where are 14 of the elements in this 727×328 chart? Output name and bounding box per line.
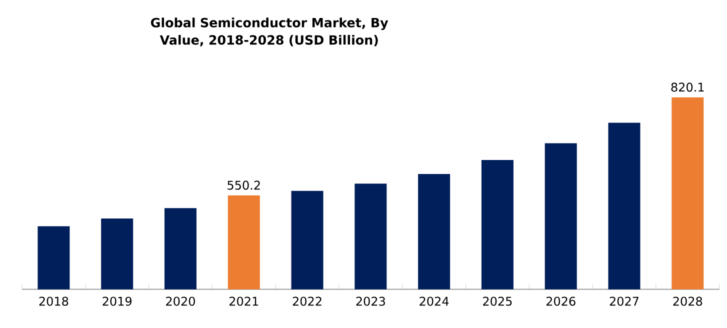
x-tick-label: 2021: [229, 296, 258, 306]
data-label: 550.2: [228, 180, 260, 190]
x-tick-label: 2024: [420, 296, 449, 306]
data-label: 820.1: [671, 82, 704, 92]
x-tick-label: 2025: [483, 296, 512, 306]
chart-title: Global Semiconductor Market, By Value, 2018-2028 (USD Billion): [150, 18, 388, 46]
x-tick-label: 2023: [356, 296, 385, 306]
x-tick-label: 2028: [673, 296, 702, 306]
x-tick-label: 2019: [102, 296, 132, 306]
x-tick-label: 2027: [610, 296, 638, 306]
x-tick-label: 2022: [292, 296, 322, 306]
x-tick-label: 2018: [39, 296, 68, 306]
x-tick-label: 2026: [546, 296, 576, 306]
x-tick-label: 2020: [166, 296, 195, 306]
